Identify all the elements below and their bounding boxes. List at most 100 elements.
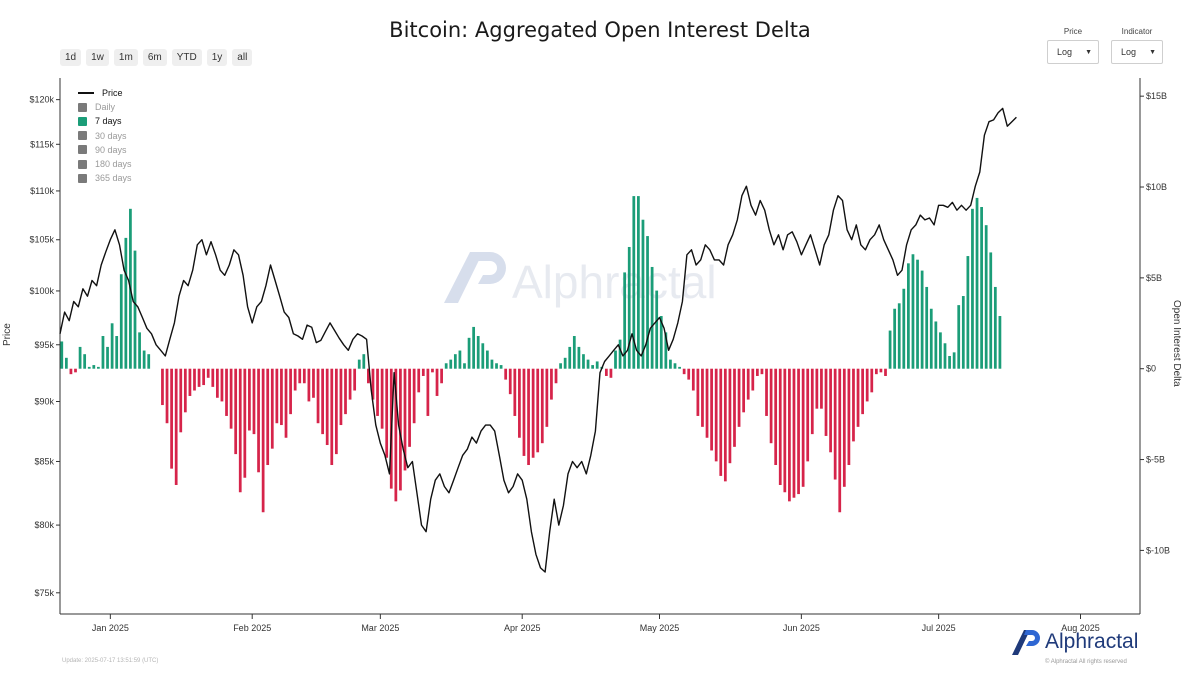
range-button-1m[interactable]: 1m [113, 49, 138, 66]
oi-delta-bar [975, 197, 979, 369]
box-swatch-icon [78, 145, 87, 155]
oi-delta-bar [92, 365, 96, 369]
legend-item-180-days[interactable]: 180 days [78, 157, 132, 171]
oi-tick-label: $-5B [1146, 455, 1165, 465]
price-scale-select[interactable]: Log ▼ [1047, 40, 1099, 64]
oi-delta-bar [229, 368, 233, 429]
date-tick-label: Jul 2025 [922, 623, 956, 633]
oi-delta-bar [540, 368, 544, 444]
oi-delta-bar [170, 368, 173, 469]
oi-delta-bar [220, 368, 224, 402]
oi-delta-bar [142, 350, 146, 369]
oi-delta-bar [206, 368, 210, 378]
range-button-all[interactable]: all [232, 49, 253, 66]
indicator-scale-value: Log [1121, 47, 1137, 57]
oi-delta-bar [440, 368, 443, 384]
oi-delta-bar [824, 368, 828, 436]
oi-delta-bar [746, 368, 750, 400]
oi-delta-bar [325, 368, 329, 446]
indicator-scale-select[interactable]: Log ▼ [1111, 40, 1163, 64]
oi-delta-bar [380, 368, 384, 429]
oi-delta-bar [884, 368, 887, 376]
range-button-1d[interactable]: 1d [60, 49, 82, 66]
legend-item-30-days[interactable]: 30 days [78, 129, 132, 143]
oi-delta-bar [659, 316, 663, 369]
oi-delta-bar [147, 354, 151, 369]
oi-delta-bar [714, 368, 718, 462]
oi-delta-bar [874, 368, 878, 375]
oi-delta-bar [701, 368, 704, 427]
oi-delta-bar [344, 368, 347, 415]
oi-delta-bar [367, 368, 370, 384]
oi-tick-label: $0 [1146, 364, 1156, 374]
price-line [59, 107, 1017, 573]
oi-delta-bar [765, 368, 768, 416]
legend-label: Daily [95, 102, 116, 113]
legend-item-price[interactable]: Price [78, 86, 132, 100]
price-tick-label: $100k [29, 286, 54, 296]
legend-item-7-days[interactable]: 7 days [78, 114, 132, 128]
oi-delta-bar [870, 368, 874, 393]
price-tick-label: $80k [34, 520, 54, 530]
oi-delta-bar [723, 368, 727, 482]
oi-delta-bar [261, 368, 265, 513]
legend-label: Price [102, 88, 123, 99]
oi-delta-bar [485, 350, 489, 369]
oi-delta-bar [778, 368, 782, 485]
oi-delta-bar [595, 361, 599, 369]
price-tick-label: $95k [34, 340, 54, 350]
oi-delta-bar [687, 368, 691, 380]
price-scale-control: Price Log ▼ [1047, 27, 1099, 64]
oi-delta-bar [861, 368, 864, 415]
oi-delta-bar [353, 368, 357, 391]
oi-delta-bar [939, 332, 942, 369]
oi-delta-bar [444, 363, 448, 369]
date-tick-label: Apr 2025 [504, 623, 541, 633]
oi-delta-bar [289, 368, 292, 415]
date-tick-label: Jun 2025 [783, 623, 820, 633]
price-tick-label: $105k [29, 235, 54, 245]
oi-delta-bar [783, 368, 787, 493]
oi-delta-bar [797, 368, 800, 495]
oi-delta-bar [902, 288, 906, 369]
oi-delta-bar [742, 368, 746, 413]
oi-delta-bar [275, 368, 279, 424]
oi-delta-bar [133, 250, 137, 369]
oi-delta-bar [993, 286, 997, 369]
price-tick-label: $115k [30, 139, 54, 149]
indicator-scale-label: Indicator [1121, 27, 1153, 36]
oi-delta-bar [513, 368, 517, 416]
legend-item-daily[interactable]: Daily [78, 100, 132, 114]
range-button-6m[interactable]: 6m [142, 49, 167, 66]
oi-delta-bar [334, 368, 338, 455]
oi-tick-label: $10B [1146, 182, 1167, 192]
oi-delta-bar [238, 368, 242, 493]
oi-delta-bar [682, 368, 686, 375]
oi-delta-bar [998, 316, 1002, 369]
legend-label: 180 days [95, 159, 132, 170]
oi-delta-bar [330, 368, 334, 466]
oi-delta-bar [641, 219, 645, 369]
oi-delta-bar [421, 368, 425, 376]
oi-delta-bar [678, 366, 681, 369]
oi-delta-bar [522, 368, 526, 456]
oi-delta-bar [646, 236, 649, 369]
range-button-1y[interactable]: 1y [206, 49, 228, 66]
oi-delta-bar [527, 368, 530, 466]
range-button-ytd[interactable]: YTD [171, 49, 202, 66]
oi-delta-bar [531, 368, 535, 458]
oi-delta-bar [545, 368, 549, 427]
oi-delta-bar [801, 368, 805, 487]
oi-delta-bar [550, 368, 553, 400]
legend-item-365-days[interactable]: 365 days [78, 171, 132, 185]
oi-delta-bar [897, 303, 901, 369]
legend-item-90-days[interactable]: 90 days [78, 143, 132, 157]
oi-delta-bar [792, 368, 796, 498]
range-button-1w[interactable]: 1w [86, 49, 109, 66]
indicator-scale-control: Indicator Log ▼ [1111, 27, 1163, 64]
oi-delta-bar [820, 368, 823, 409]
oi-delta-bar [124, 237, 128, 369]
oi-delta-bar [719, 368, 723, 476]
oi-delta-bar [449, 359, 453, 369]
